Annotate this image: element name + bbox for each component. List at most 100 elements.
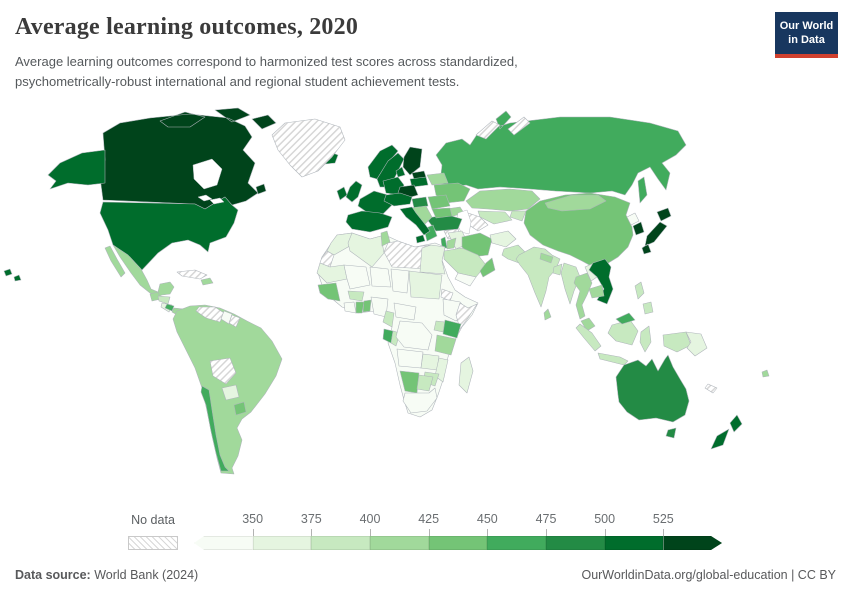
country-sudan[interactable] xyxy=(408,270,443,300)
country-chile[interactable] xyxy=(200,385,230,472)
country-venezuela[interactable] xyxy=(195,306,225,323)
legend-segment-375-400[interactable] xyxy=(311,536,371,550)
legend-tick-mark xyxy=(546,529,547,536)
country-tunisia[interactable] xyxy=(380,230,391,247)
country-hungary[interactable] xyxy=(411,196,429,209)
country-philippines[interactable] xyxy=(634,281,654,315)
country-oman[interactable] xyxy=(479,257,496,278)
country-south-africa[interactable] xyxy=(402,387,438,414)
country-myanmar[interactable] xyxy=(560,262,581,305)
country-vietnam[interactable] xyxy=(588,258,614,305)
country-kyrgyzstan[interactable] xyxy=(509,210,527,222)
country-uganda[interactable] xyxy=(433,320,446,333)
country-united-kingdom[interactable] xyxy=(345,180,363,203)
country-madagascar[interactable] xyxy=(458,356,474,394)
country-north-korea[interactable] xyxy=(626,212,640,226)
country-thailand[interactable] xyxy=(573,272,593,320)
country-china[interactable] xyxy=(523,192,634,268)
country-new-zealand[interactable] xyxy=(710,414,743,450)
country-mali[interactable] xyxy=(343,264,371,290)
legend-color-bar[interactable] xyxy=(194,536,722,550)
country-papua-new-guinea[interactable] xyxy=(685,331,708,357)
country-bulgaria[interactable] xyxy=(431,207,453,219)
country-cuba[interactable] xyxy=(176,269,208,280)
country-central-europe[interactable] xyxy=(383,192,413,207)
country-australia[interactable] xyxy=(615,354,690,439)
country-malaysia-borneo[interactable] xyxy=(615,312,636,325)
country-zambia[interactable] xyxy=(420,353,440,371)
country-mexico[interactable] xyxy=(104,244,175,298)
country-central-african-republic[interactable] xyxy=(393,302,417,321)
legend-segment-400-425[interactable] xyxy=(370,536,429,550)
country-egypt[interactable] xyxy=(419,244,446,275)
country-ivory-coast[interactable] xyxy=(343,301,357,314)
country-greenland[interactable] xyxy=(271,118,346,178)
country-bangladesh[interactable] xyxy=(552,263,563,276)
country-angola[interactable] xyxy=(396,348,424,369)
country-romania[interactable] xyxy=(427,194,451,210)
country-ghana[interactable] xyxy=(355,301,365,314)
country-botswana[interactable] xyxy=(416,374,434,392)
country-guyana[interactable] xyxy=(220,310,233,325)
legend-segment-<-350[interactable] xyxy=(194,536,253,550)
country-mongolia[interactable] xyxy=(544,194,607,212)
country-spain[interactable] xyxy=(345,210,393,233)
legend-segment-425-450[interactable] xyxy=(428,536,488,550)
country-tanzania[interactable] xyxy=(434,334,457,356)
legend-tick-mark xyxy=(252,529,254,536)
country-suriname[interactable] xyxy=(228,314,241,328)
legend-segment-450-475[interactable] xyxy=(487,536,547,550)
country-sri-lanka[interactable] xyxy=(543,308,552,321)
world-map xyxy=(0,105,850,515)
footer-link[interactable]: OurWorldinData.org/global-education | CC… xyxy=(581,568,836,582)
legend-segment->-525[interactable] xyxy=(663,536,722,550)
country-india[interactable] xyxy=(515,246,561,308)
country-ireland[interactable] xyxy=(336,186,348,201)
country-italy[interactable] xyxy=(399,206,431,244)
country-canada[interactable] xyxy=(99,107,277,210)
country-cameroon[interactable] xyxy=(382,310,395,328)
country-senegal-guinea[interactable] xyxy=(317,282,341,302)
legend-segment-350-375[interactable] xyxy=(252,536,312,550)
legend-no-data-swatch[interactable] xyxy=(128,536,178,550)
country-honduras[interactable] xyxy=(157,295,171,305)
country-paraguay[interactable] xyxy=(221,384,240,401)
country-svalbard[interactable] xyxy=(475,116,531,140)
country-afghanistan[interactable] xyxy=(489,230,517,248)
country-uzbekistan[interactable] xyxy=(477,210,513,225)
country-yemen[interactable] xyxy=(454,272,477,287)
country-united-states[interactable] xyxy=(3,149,239,282)
country-cambodia[interactable] xyxy=(588,284,605,299)
country-france[interactable] xyxy=(357,190,393,216)
country-japan[interactable] xyxy=(641,207,672,255)
country-sweden[interactable] xyxy=(376,152,405,188)
country-uruguay[interactable] xyxy=(233,401,247,416)
country-jordan[interactable] xyxy=(446,237,457,250)
country-nepal[interactable] xyxy=(539,252,554,264)
country-algeria[interactable] xyxy=(347,232,385,268)
legend-segment-500-525[interactable] xyxy=(604,536,664,550)
country-belarus[interactable] xyxy=(426,172,449,186)
country-finland[interactable] xyxy=(402,146,423,176)
country-russia[interactable] xyxy=(435,110,687,204)
country-drc[interactable] xyxy=(395,320,433,351)
country-denmark[interactable] xyxy=(395,166,406,178)
country-togo-benin[interactable] xyxy=(362,299,372,313)
page-subtitle: Average learning outcomes correspond to … xyxy=(15,54,518,89)
country-dominican-republic[interactable] xyxy=(200,277,214,286)
country-indonesia[interactable] xyxy=(575,319,692,374)
country-fiji[interactable] xyxy=(761,369,770,378)
country-chad[interactable] xyxy=(390,268,410,294)
country-kenya[interactable] xyxy=(442,319,462,339)
country-bolivia[interactable] xyxy=(209,357,237,385)
country-burkina-faso[interactable] xyxy=(347,290,365,302)
country-kazakhstan[interactable] xyxy=(465,188,541,212)
country-baltic-states[interactable] xyxy=(409,176,429,188)
legend-segment-475-500[interactable] xyxy=(546,536,605,550)
country-somalia[interactable] xyxy=(455,302,478,330)
country-niger[interactable] xyxy=(369,266,392,288)
country-costa-rica[interactable] xyxy=(164,303,175,312)
legend-tick-label: 500 xyxy=(594,512,616,526)
country-south-korea[interactable] xyxy=(632,221,645,236)
country-new-caledonia[interactable] xyxy=(704,383,718,394)
